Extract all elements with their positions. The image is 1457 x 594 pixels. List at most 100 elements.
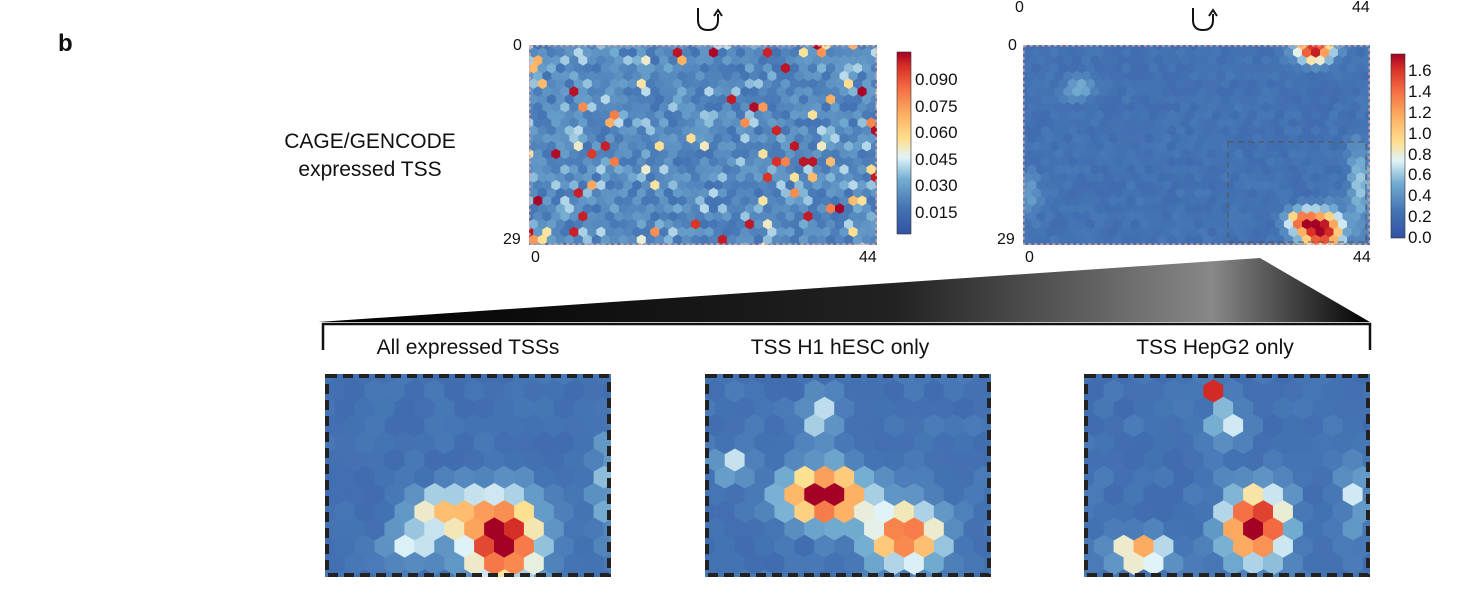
- som-right-cell: [1338, 218, 1348, 230]
- som-right-cell: [1306, 55, 1316, 67]
- zoom-h1-cell: [963, 414, 985, 438]
- som-left-cell: [731, 164, 741, 176]
- som-left-cell: [776, 86, 786, 98]
- zoom-all-cell: [583, 483, 605, 507]
- som-right-cell: [1090, 117, 1100, 129]
- som-left-cell: [776, 55, 786, 67]
- som-left-cell: [609, 156, 620, 168]
- som-left-cell: [668, 101, 678, 113]
- zoom-hepg2-cell: [1213, 465, 1234, 490]
- som-left-cell: [569, 226, 579, 238]
- som-right-cell: [1306, 86, 1316, 98]
- som-left-cell: [722, 101, 732, 113]
- som-right-cell: [1324, 133, 1334, 145]
- som-right-cell: [1031, 218, 1042, 230]
- som-right-cell: [1351, 179, 1361, 191]
- som-right-cell: [1117, 45, 1127, 51]
- som-left-cell: [663, 47, 674, 59]
- som-right-cell: [1207, 101, 1217, 113]
- som-left-cell: [582, 203, 593, 215]
- zoom-all-cell: [464, 414, 485, 438]
- som-right-cell: [1117, 70, 1127, 82]
- som-left-cell: [857, 55, 867, 67]
- som-right-cell: [1265, 78, 1276, 90]
- som-right-cell: [1040, 187, 1051, 199]
- som-right-cell: [1103, 140, 1114, 152]
- som-right-cell: [1292, 125, 1303, 137]
- som-left-cell: [717, 187, 728, 199]
- som-left-cell: [704, 164, 714, 176]
- som-left-cell: [663, 234, 674, 245]
- som-left-cell: [821, 211, 831, 223]
- som-right-cell: [1297, 70, 1307, 82]
- zoom-h1-cell: [933, 534, 955, 559]
- som-right-cell: [1040, 47, 1051, 59]
- som-right-cell: [1112, 47, 1123, 59]
- zoom-all-cell: [563, 379, 585, 404]
- zoom-hepg2-cell: [1332, 465, 1354, 490]
- som-left-cell: [681, 156, 692, 168]
- som-right-cell: [1292, 203, 1303, 215]
- y-tick-top-right: 0: [1008, 37, 1017, 54]
- som-right-cell: [1108, 101, 1118, 113]
- som-left-cell: [848, 179, 858, 191]
- som-left-cell: [600, 140, 611, 152]
- zoom-h1-cell: [744, 517, 765, 542]
- som-right-cell: [1121, 234, 1132, 245]
- som-left-cell: [659, 195, 669, 207]
- som-right-cell: [1175, 172, 1186, 184]
- som-left-cell: [758, 148, 768, 160]
- som-right-cell: [1315, 101, 1325, 113]
- som-left-cell: [862, 125, 872, 137]
- som-left-cell: [564, 62, 575, 74]
- som-right-cell: [1090, 226, 1100, 238]
- som-left-cell: [618, 62, 629, 74]
- zoom-hepg2-cell: [1292, 534, 1314, 559]
- som-left-cell: [632, 86, 642, 98]
- zoom-hepg2-cell: [1233, 465, 1254, 490]
- som-right-cell: [1301, 203, 1312, 215]
- zoom-h1-cell: [884, 483, 905, 507]
- som-left-cell: [695, 86, 705, 98]
- som-left-cell: [569, 148, 579, 160]
- som-left-cell: [726, 94, 737, 106]
- som-right-cell: [1121, 187, 1132, 199]
- som-right-cell: [1220, 62, 1231, 74]
- som-right-cell: [1216, 164, 1226, 176]
- som-right-cell: [1338, 62, 1348, 74]
- som-left-cell: [726, 125, 737, 137]
- som-left-cell: [812, 55, 822, 67]
- som-right-cell: [1297, 211, 1307, 223]
- som-left-cell: [663, 187, 674, 199]
- som-left-cell: [537, 234, 548, 245]
- zoom-h1-cell: [854, 500, 875, 524]
- som-left-cell: [542, 55, 552, 67]
- som-right-cell: [1126, 164, 1136, 176]
- som-left-cell: [753, 140, 764, 152]
- som-left-cell: [749, 86, 759, 98]
- som-left-cell: [605, 133, 615, 145]
- som-right-cell: [1234, 211, 1244, 223]
- som-left-cell: [776, 179, 786, 191]
- som-left-cell: [803, 101, 813, 113]
- som-right-cell: [1040, 62, 1051, 74]
- som-left-cell: [749, 133, 759, 145]
- zoom-all-cell: [374, 534, 395, 559]
- som-left-cell: [717, 140, 728, 152]
- som-right-cell: [1108, 195, 1118, 207]
- som-right-cell: [1320, 47, 1330, 59]
- som-left-cell: [722, 226, 732, 238]
- som-left-cell: [645, 203, 656, 215]
- som-right-cell: [1320, 172, 1330, 184]
- som-right-cell: [1184, 94, 1195, 106]
- som-left-cell: [830, 226, 840, 238]
- som-left-cell: [573, 109, 584, 121]
- zoom-h1-cell: [824, 551, 845, 576]
- som-left-cell: [609, 172, 620, 184]
- som-left-cell: [857, 164, 867, 176]
- som-right-cell: [1166, 140, 1177, 152]
- som-right-cell: [1072, 195, 1082, 207]
- som-left-cell: [758, 133, 768, 145]
- som-right-cell: [1351, 55, 1361, 67]
- som-left-cell: [551, 226, 561, 238]
